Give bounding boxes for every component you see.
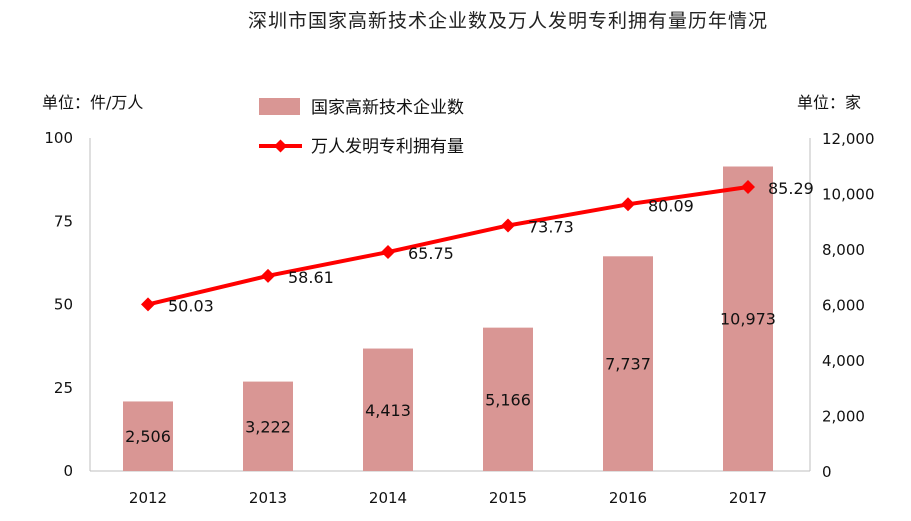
bar (123, 401, 173, 471)
right-tick-label: 10,000 (822, 186, 875, 204)
line-value-label: 58.61 (288, 268, 334, 287)
right-axis-unit: 单位：家 (797, 93, 861, 112)
bar-value-label: 7,737 (605, 355, 651, 374)
x-tick-label: 2016 (609, 489, 647, 507)
left-tick-label: 25 (54, 379, 73, 397)
x-axis-ticks: 2012 2013 2014 2015 2016 2017 (129, 489, 767, 507)
line-value-label: 73.73 (528, 217, 574, 236)
right-tick-label: 4,000 (822, 352, 865, 370)
right-tick-label: 8,000 (822, 241, 865, 259)
left-tick-label: 50 (54, 296, 73, 314)
line-value-label: 85.29 (768, 179, 814, 198)
legend-bar-swatch (259, 98, 300, 115)
bar (243, 381, 293, 471)
x-tick-label: 2014 (369, 489, 407, 507)
legend-line-marker (274, 139, 287, 153)
line-marker (741, 179, 755, 194)
left-tick-label: 75 (54, 212, 73, 230)
left-axis-ticks: 100 75 50 25 0 (44, 129, 73, 480)
x-tick-label: 2012 (129, 489, 167, 507)
bar (483, 327, 533, 471)
legend-bar-label: 国家高新技术企业数 (311, 98, 464, 118)
bar-value-label: 10,973 (720, 310, 776, 329)
line-value-label: 80.09 (648, 196, 694, 215)
x-tick-label: 2017 (729, 489, 767, 507)
right-tick-label: 6,000 (822, 297, 865, 315)
line-marker (621, 197, 635, 212)
left-tick-label: 0 (63, 462, 73, 480)
x-tick-label: 2015 (489, 489, 527, 507)
bar (723, 166, 773, 471)
bar-value-label: 3,222 (245, 417, 291, 436)
bar-labels: 2,506 3,222 4,413 5,166 7,737 10,973 (125, 310, 776, 446)
line-marker (501, 218, 515, 233)
line-value-label: 50.03 (168, 296, 214, 315)
bar-series (123, 166, 773, 471)
line-marker (141, 297, 155, 312)
right-tick-label: 0 (822, 463, 832, 481)
bar (363, 348, 413, 471)
legend: 国家高新技术企业数 万人发明专利拥有量 (259, 98, 464, 157)
bar (603, 256, 653, 471)
x-tick-label: 2013 (249, 489, 287, 507)
right-axis-ticks: 12,000 10,000 8,000 6,000 4,000 2,000 0 (822, 130, 875, 481)
bar-value-label: 5,166 (485, 390, 531, 409)
bar-value-label: 4,413 (365, 401, 411, 420)
line-marker (381, 245, 395, 260)
bar-value-label: 2,506 (125, 427, 171, 446)
line-path (147, 185, 749, 307)
line-marker (261, 268, 275, 283)
left-axis-unit: 单位：件/万人 (42, 93, 143, 112)
chart-title: 深圳市国家高新技术企业数及万人发明专利拥有量历年情况 (248, 10, 768, 32)
legend-line-label: 万人发明专利拥有量 (311, 137, 464, 157)
left-tick-label: 100 (44, 129, 73, 147)
line-value-label: 65.75 (408, 244, 454, 263)
right-tick-label: 12,000 (822, 130, 875, 148)
right-tick-label: 2,000 (822, 408, 865, 426)
line-series: 50.03 58.61 65.75 73.73 80.09 85.29 (141, 179, 814, 315)
